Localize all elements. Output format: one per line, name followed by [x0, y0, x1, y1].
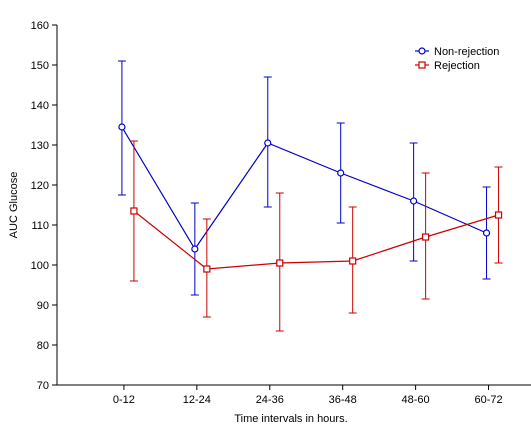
x-tick-label: 36-48 — [329, 394, 357, 406]
data-point — [494, 211, 503, 219]
y-tick-label: 130 — [31, 140, 49, 152]
x-tick-label: 0-12 — [113, 394, 135, 406]
data-point — [349, 257, 357, 265]
x-tick-label: 12-24 — [183, 394, 211, 406]
y-tick-label: 120 — [31, 180, 49, 192]
legend-marker-non-rejection — [418, 47, 426, 55]
series-rejection — [129, 140, 503, 332]
y-tick-label: 110 — [31, 220, 49, 232]
data-point — [410, 197, 418, 205]
data-point — [337, 169, 345, 177]
axes: 70 80 90 100 110 120 130 140 150 160 0-12 12-24 24-3… — [31, 20, 531, 406]
data-point — [191, 245, 199, 253]
legend-label-non-rejection: Non-rejection — [434, 46, 499, 58]
x-tick-label: 24-36 — [256, 394, 284, 406]
data-point — [482, 229, 491, 237]
y-tick-label: 140 — [31, 100, 49, 112]
series-line — [121, 126, 487, 251]
data-point — [130, 207, 138, 215]
data-point — [203, 265, 211, 273]
series-line — [133, 210, 499, 270]
y-tick-label: 100 — [31, 260, 49, 272]
data-point — [276, 259, 284, 267]
x-axis-title: Time intervals in hours. — [234, 413, 347, 425]
series-layer — [117, 60, 503, 332]
y-tick-label: 70 — [37, 380, 49, 392]
y-axis-title: AUC Glucose — [8, 172, 20, 239]
data-point — [118, 123, 126, 131]
legend-marker-rejection — [418, 61, 426, 69]
data-point — [422, 233, 430, 241]
legend-label-rejection: Rejection — [434, 60, 480, 72]
y-tick-label: 80 — [37, 340, 49, 352]
legend: Non-rejection Rejection — [415, 46, 499, 72]
y-tick-label: 150 — [31, 60, 49, 72]
data-point — [264, 139, 272, 147]
y-tick-label: 160 — [31, 20, 49, 32]
x-tick-label: 60-72 — [474, 394, 502, 406]
x-tick-label: 48-60 — [402, 394, 430, 406]
series-non-rejection — [117, 60, 491, 296]
y-tick-label: 90 — [37, 300, 49, 312]
